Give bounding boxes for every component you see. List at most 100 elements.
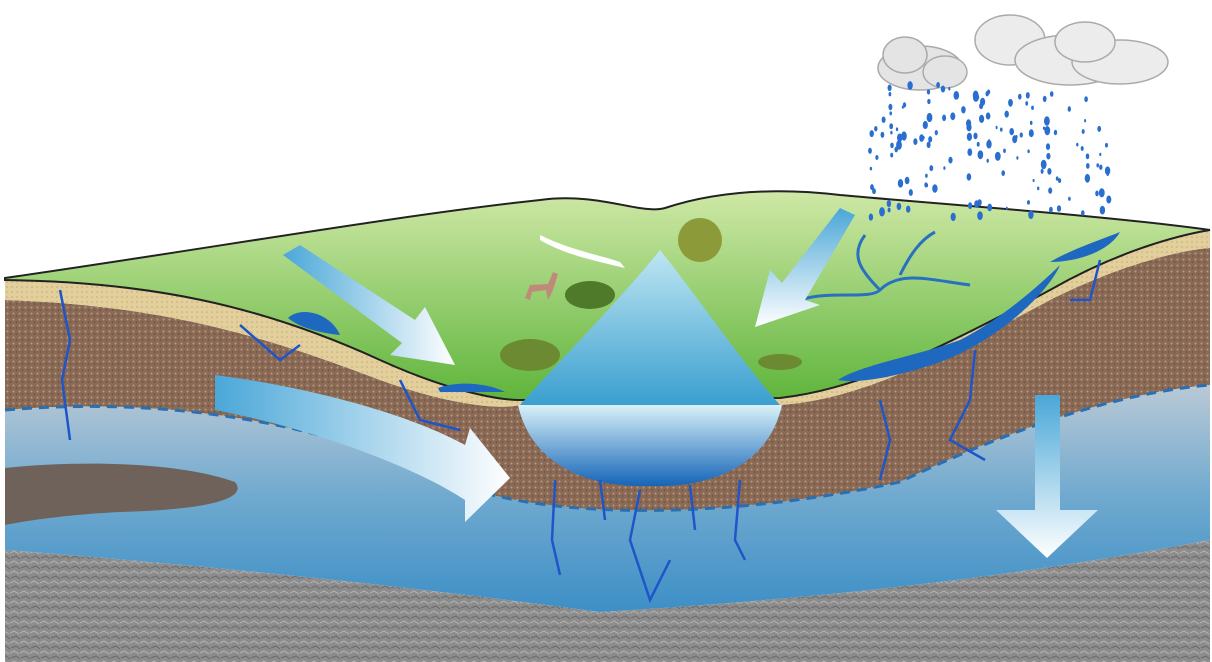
raindrop — [1042, 126, 1046, 130]
raindrop — [1046, 152, 1051, 160]
raindrop — [1106, 171, 1109, 176]
infiltration-roots — [58, 259, 1102, 604]
water-table — [4, 383, 1211, 512]
raindrop — [986, 158, 989, 163]
raindrop — [1032, 178, 1035, 183]
raindrop — [902, 102, 907, 108]
raindrop — [1097, 125, 1102, 132]
raindrop — [1029, 120, 1033, 125]
raindrop — [948, 86, 951, 91]
deer — [525, 272, 558, 300]
raindrop — [869, 166, 873, 171]
raindrop — [961, 106, 966, 114]
raindrop — [881, 116, 886, 123]
raindrop — [888, 103, 893, 111]
raindrop — [886, 200, 892, 208]
groundwater-flow-arrow — [215, 375, 510, 522]
raindrop — [894, 146, 898, 153]
raindrop — [1004, 110, 1009, 118]
raindrop — [966, 173, 972, 181]
raindrop — [1008, 98, 1013, 107]
raindrop — [926, 141, 931, 148]
raindrop — [926, 112, 933, 123]
wetland — [838, 265, 1060, 382]
runoff-arrow — [283, 245, 455, 365]
raindrop — [987, 141, 992, 149]
raindrop — [872, 188, 876, 195]
raindrop — [936, 82, 940, 88]
raindrop — [913, 138, 918, 146]
raindrop — [887, 207, 891, 213]
raindrop — [985, 112, 991, 120]
raindrop — [973, 132, 978, 140]
raindrop — [1042, 95, 1047, 102]
bedrock — [5, 540, 1210, 662]
raindrop — [897, 133, 903, 142]
raindrop — [890, 130, 893, 135]
raindrop — [1049, 91, 1054, 97]
raindrop — [1001, 170, 1005, 177]
raindrop — [968, 202, 973, 210]
raindrop — [979, 200, 982, 204]
raindrop — [1056, 205, 1062, 212]
raindrop — [1044, 116, 1050, 126]
pond — [288, 311, 340, 335]
wetland — [1050, 232, 1120, 262]
raindrop — [906, 205, 911, 213]
raindrop — [1009, 128, 1014, 136]
shrub — [758, 354, 802, 370]
raindrop — [904, 176, 910, 185]
raindrop — [1031, 105, 1034, 111]
raindrop — [880, 131, 885, 138]
raindrop — [932, 184, 938, 193]
raindrop — [889, 111, 892, 116]
raindrop — [889, 123, 894, 130]
raindrop — [1084, 173, 1091, 183]
lake-bowl — [518, 405, 782, 487]
raindrop — [868, 213, 874, 221]
raindrop — [950, 212, 956, 222]
shrub — [500, 339, 560, 371]
raindrop — [1018, 93, 1022, 100]
stream — [799, 230, 971, 302]
raindrop — [1099, 152, 1102, 157]
raindrop — [888, 92, 892, 97]
raindrop — [1085, 153, 1090, 160]
raindrop — [887, 84, 892, 92]
raindrop — [976, 141, 980, 147]
rain — [868, 81, 1112, 222]
tree — [678, 218, 722, 262]
raindrop — [1049, 206, 1053, 213]
raindrop — [1105, 142, 1108, 148]
raindrop — [926, 89, 931, 95]
raindrop — [948, 156, 953, 164]
raindrop — [890, 142, 894, 149]
raindrop — [1080, 146, 1084, 151]
raindrop — [1048, 187, 1053, 194]
cloud — [877, 36, 968, 91]
raindrop — [1019, 132, 1023, 138]
raindrop — [1015, 135, 1018, 139]
raindrop — [942, 114, 947, 122]
raindrop — [995, 125, 998, 130]
raindrop — [923, 122, 927, 129]
raindrop — [890, 152, 894, 158]
raindrop — [869, 130, 874, 138]
shrub — [565, 281, 615, 309]
raindrop — [966, 123, 972, 132]
raindrop — [1040, 168, 1044, 174]
raindrop — [908, 189, 913, 196]
raindrop — [1086, 163, 1090, 169]
raindrop — [1016, 156, 1019, 160]
raindrop — [874, 126, 878, 132]
raindrop — [897, 179, 904, 188]
raindrop — [987, 203, 993, 212]
raindrop — [1076, 142, 1079, 147]
raindrop — [907, 81, 913, 90]
raindrop — [1025, 101, 1029, 106]
raindrop — [1055, 176, 1059, 181]
raindrop — [922, 136, 925, 140]
raindrop — [1084, 119, 1087, 123]
raindrop — [895, 127, 899, 132]
raindrop — [925, 173, 928, 178]
